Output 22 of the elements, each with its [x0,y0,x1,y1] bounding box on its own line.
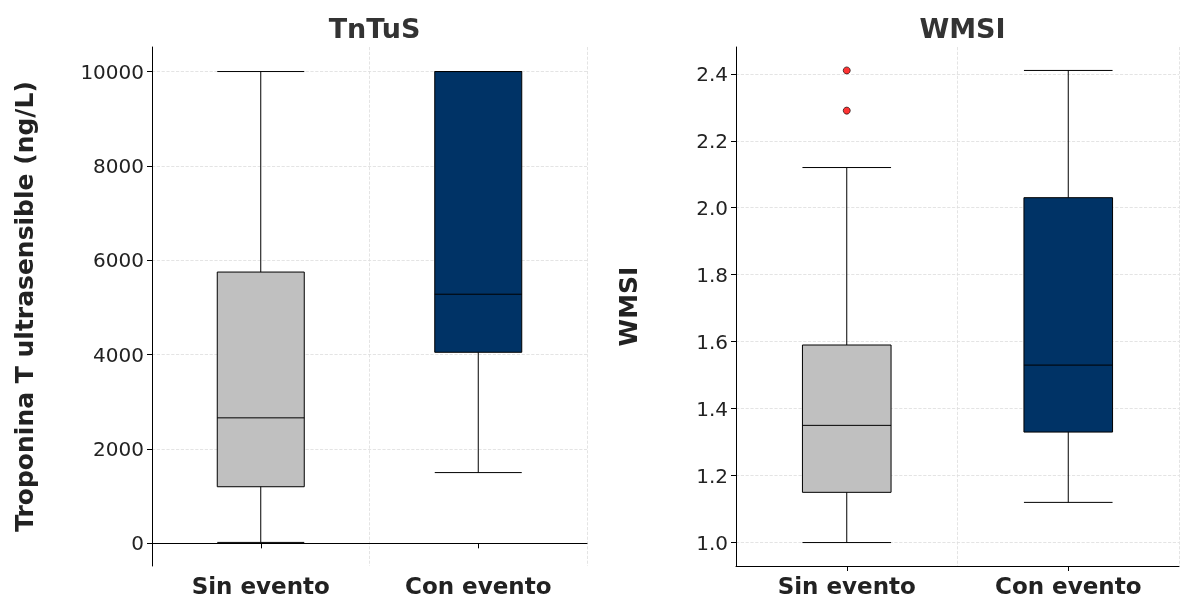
y-tick-label: 1.0 [696,530,728,555]
y-tick-label: 2.2 [696,128,728,153]
x-tick-label: Sin evento [191,572,330,597]
x-tick-label: Sin evento [777,572,916,597]
chart-title: TnTuS [328,13,421,44]
chart-title: WMSI [919,13,1006,44]
y-tick-label: 1.6 [696,329,728,354]
x-tick-label: Con evento [995,572,1142,597]
y-tick-label: 1.2 [696,463,728,488]
y-tick-label: 2.0 [696,195,728,220]
y-tick-label: 2000 [93,436,144,461]
y-axis-title: Troponina T ultrasensible (ng/L) [10,81,39,532]
y-tick-label: 0 [131,531,144,556]
y-tick-label: 6000 [93,248,144,273]
y-axis-title: WMSI [614,266,643,347]
x-tick-label: Con evento [405,572,552,597]
y-tick-label: 10000 [80,59,144,84]
y-tick-label: 4000 [93,342,144,367]
y-tick-label: 1.8 [696,262,728,287]
y-tick-label: 8000 [93,153,144,178]
y-tick-label: 1.4 [696,396,728,421]
y-tick-label: 2.4 [696,61,728,86]
